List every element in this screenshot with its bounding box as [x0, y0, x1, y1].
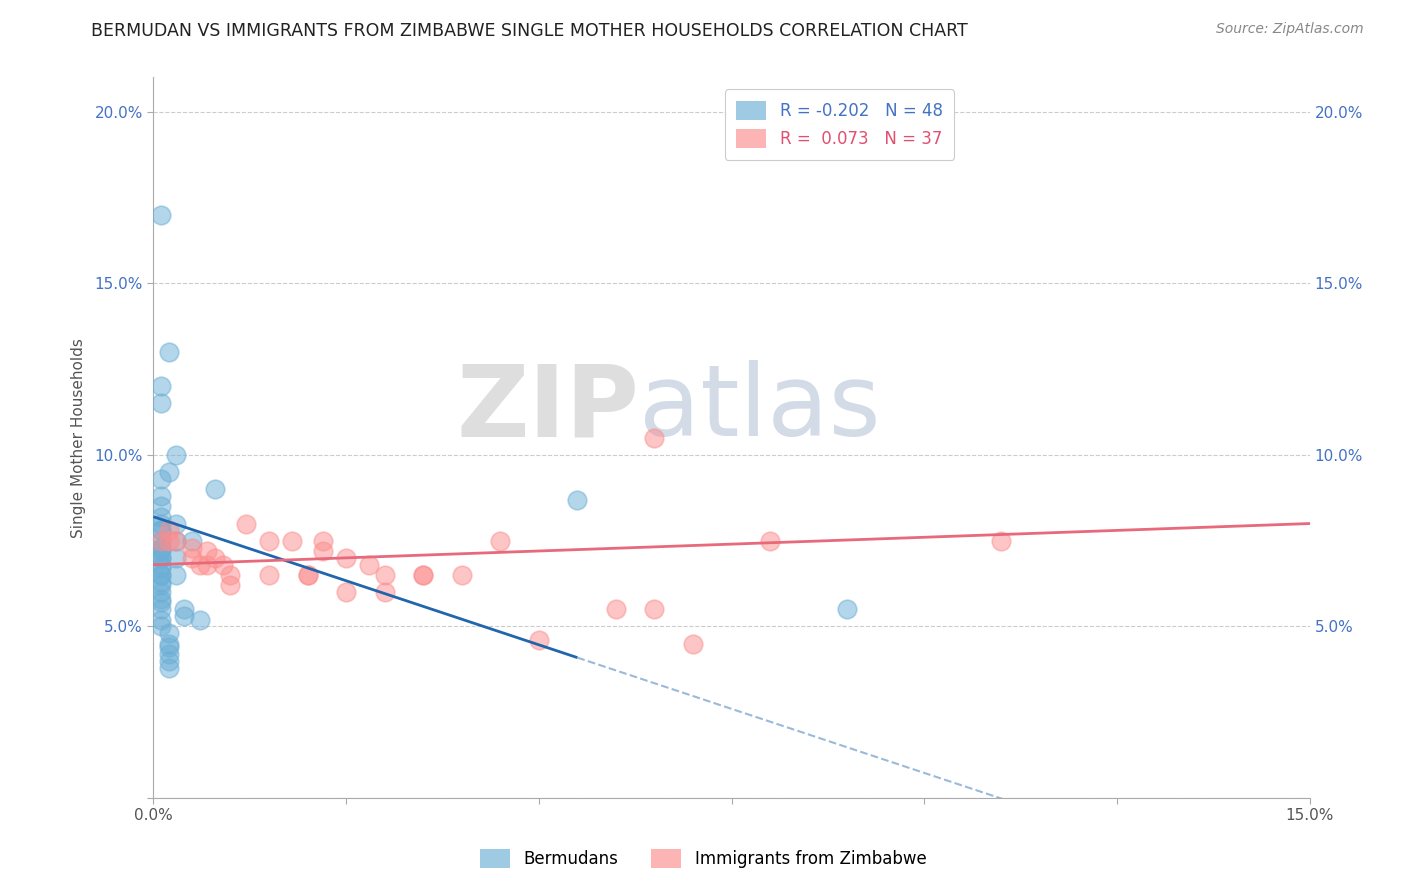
Point: [257, 533, 280, 548]
Point: [157, 465, 180, 479]
Point: [643, 431, 665, 445]
Point: [204, 482, 226, 496]
Point: [150, 500, 173, 514]
Point: [180, 533, 202, 548]
Point: [157, 661, 180, 675]
Point: [166, 448, 188, 462]
Point: [527, 633, 550, 648]
Point: [150, 619, 173, 633]
Point: [157, 654, 180, 668]
Point: [150, 489, 173, 503]
Point: [150, 613, 173, 627]
Point: [211, 558, 233, 572]
Point: [188, 558, 211, 572]
Legend: Bermudans, Immigrants from Zimbabwe: Bermudans, Immigrants from Zimbabwe: [472, 842, 934, 875]
Point: [150, 472, 173, 486]
Point: [150, 558, 173, 572]
Point: [759, 533, 782, 548]
Point: [450, 568, 472, 582]
Point: [567, 492, 589, 507]
Point: [374, 585, 396, 599]
Text: BERMUDAN VS IMMIGRANTS FROM ZIMBABWE SINGLE MOTHER HOUSEHOLDS CORRELATION CHART: BERMUDAN VS IMMIGRANTS FROM ZIMBABWE SIN…: [91, 22, 969, 40]
Point: [990, 533, 1012, 548]
Point: [150, 396, 173, 410]
Point: [150, 568, 173, 582]
Point: [166, 516, 188, 531]
Point: [150, 208, 173, 222]
Point: [412, 568, 434, 582]
Point: [150, 561, 173, 575]
Point: [150, 541, 173, 555]
Point: [157, 533, 180, 548]
Point: [257, 568, 280, 582]
Point: [150, 533, 173, 548]
Point: [150, 509, 173, 524]
Point: [157, 640, 180, 654]
Point: [150, 533, 173, 548]
Point: [682, 637, 704, 651]
Point: [150, 595, 173, 609]
Point: [166, 550, 188, 565]
Legend: R = -0.202   N = 48, R =  0.073   N = 37: R = -0.202 N = 48, R = 0.073 N = 37: [724, 89, 955, 160]
Y-axis label: Single Mother Households: Single Mother Households: [72, 338, 86, 538]
Point: [166, 533, 188, 548]
Point: [374, 568, 396, 582]
Point: [412, 568, 434, 582]
Point: [312, 544, 335, 558]
Point: [157, 637, 180, 651]
Text: ZIP: ZIP: [456, 360, 638, 458]
Point: [157, 626, 180, 640]
Point: [359, 558, 381, 572]
Point: [150, 550, 173, 565]
Point: [157, 345, 180, 359]
Point: [195, 558, 218, 572]
Point: [180, 550, 202, 565]
Point: [150, 379, 173, 393]
Point: [157, 524, 180, 538]
Point: [335, 550, 357, 565]
Point: [150, 578, 173, 592]
Point: [166, 568, 188, 582]
Point: [195, 544, 218, 558]
Point: [150, 568, 173, 582]
Point: [297, 568, 319, 582]
Point: [643, 602, 665, 616]
Point: [173, 609, 195, 624]
Point: [150, 524, 173, 538]
Point: [150, 541, 173, 555]
Point: [157, 647, 180, 661]
Point: [219, 568, 242, 582]
Point: [150, 592, 173, 607]
Point: [281, 533, 304, 548]
Point: [297, 568, 319, 582]
Point: [150, 550, 173, 565]
Point: [188, 613, 211, 627]
Point: [837, 602, 859, 616]
Point: [166, 533, 188, 548]
Point: [173, 602, 195, 616]
Point: [335, 585, 357, 599]
Text: atlas: atlas: [638, 360, 880, 458]
Point: [150, 574, 173, 589]
Point: [235, 516, 257, 531]
Point: [219, 578, 242, 592]
Point: [150, 602, 173, 616]
Point: [312, 533, 335, 548]
Point: [150, 585, 173, 599]
Point: [150, 544, 173, 558]
Point: [180, 541, 202, 555]
Point: [489, 533, 512, 548]
Point: [605, 602, 627, 616]
Point: [150, 516, 173, 531]
Point: [150, 524, 173, 538]
Point: [204, 550, 226, 565]
Text: Source: ZipAtlas.com: Source: ZipAtlas.com: [1216, 22, 1364, 37]
